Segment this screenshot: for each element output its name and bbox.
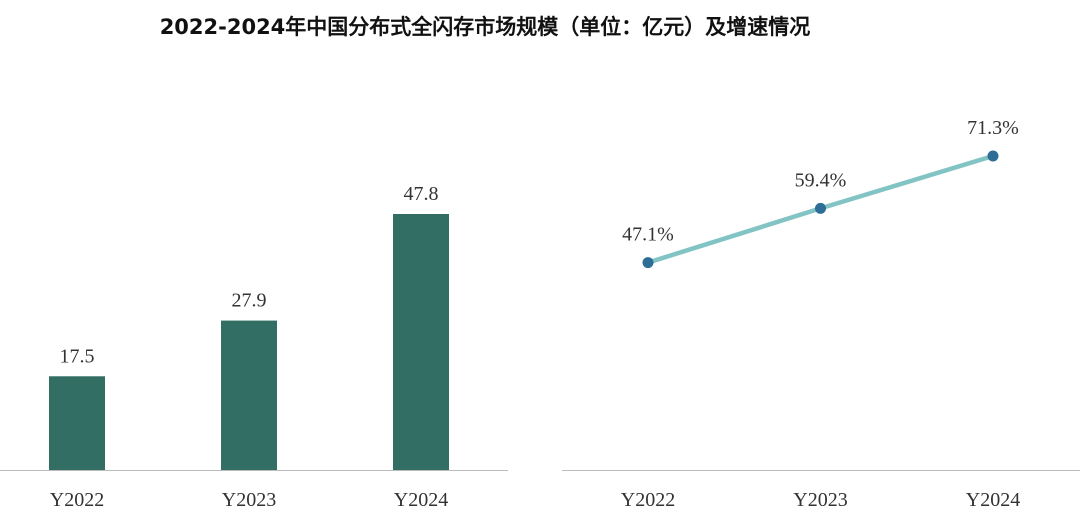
value-label: 17.5 (60, 345, 95, 367)
value-label: 71.3% (967, 117, 1019, 139)
x-tick-label: Y2022 (50, 489, 104, 511)
x-tick-label: Y2024 (966, 489, 1020, 511)
x-tick-label: Y2024 (394, 489, 448, 511)
x-tick-label: Y2022 (621, 489, 675, 511)
bar (49, 376, 105, 470)
bar (393, 214, 449, 470)
bar (221, 320, 277, 470)
point (815, 202, 826, 214)
value-label: 47.1% (622, 224, 674, 246)
point (642, 257, 654, 269)
point (987, 150, 999, 162)
value-label: 59.4% (795, 169, 847, 191)
x-tick-label: Y2023 (222, 489, 276, 511)
title: 2022-2024年中国分布式全闪存市场规模（单位：亿元）及增速情况 (160, 15, 811, 39)
x-tick-label: Y2023 (793, 489, 847, 511)
value-label: 47.8 (404, 183, 439, 205)
value-label: 27.9 (232, 290, 267, 312)
